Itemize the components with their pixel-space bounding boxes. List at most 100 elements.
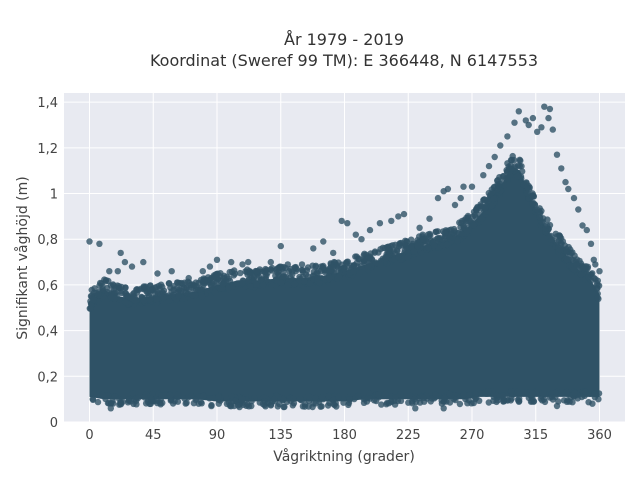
data-point <box>553 402 561 410</box>
data-point <box>169 400 177 407</box>
data-point <box>121 258 129 266</box>
data-point <box>426 215 433 222</box>
data-point <box>93 289 100 297</box>
data-point <box>271 395 278 403</box>
y-axis-label: Signifikant våghöjd (m) <box>14 176 31 339</box>
data-point <box>499 392 507 399</box>
chart-title-line2: Koordinat (Sweref 99 TM): E 366448, N 61… <box>150 51 538 70</box>
data-point <box>238 396 246 404</box>
data-point <box>156 399 164 407</box>
data-point <box>341 265 348 272</box>
data-point <box>153 296 160 303</box>
data-point <box>278 279 285 286</box>
data-point <box>464 400 471 407</box>
x-tick-label: 225 <box>396 428 421 443</box>
data-point <box>378 401 385 408</box>
data-point <box>127 398 135 405</box>
data-point <box>470 221 478 229</box>
data-point <box>280 396 287 403</box>
data-point <box>563 246 570 253</box>
data-point <box>346 396 353 403</box>
data-point <box>99 391 106 399</box>
data-point <box>477 201 484 208</box>
data-point <box>508 388 515 395</box>
data-point <box>327 260 334 267</box>
data-point <box>541 103 548 110</box>
data-point <box>175 292 182 299</box>
data-point <box>140 283 148 290</box>
data-point <box>99 286 107 293</box>
data-point <box>301 278 308 285</box>
data-point <box>588 271 595 278</box>
data-point <box>189 291 196 299</box>
data-point <box>229 283 236 290</box>
data-point <box>430 242 438 249</box>
data-point <box>419 235 427 243</box>
data-point <box>122 299 129 306</box>
data-point <box>247 283 254 290</box>
data-point <box>416 224 423 231</box>
data-point <box>186 286 193 293</box>
data-point <box>376 220 384 227</box>
y-tick-label: 0 <box>50 416 58 431</box>
data-point <box>256 399 263 406</box>
data-point <box>514 388 521 396</box>
data-point <box>114 268 122 275</box>
data-point <box>235 402 242 409</box>
data-point <box>560 397 568 404</box>
data-point <box>481 204 489 212</box>
data-point <box>185 274 192 282</box>
data-point <box>497 142 504 149</box>
data-point <box>284 281 291 289</box>
data-point <box>118 289 125 297</box>
data-point <box>159 283 166 291</box>
data-point <box>400 210 408 218</box>
data-point <box>330 249 337 257</box>
x-tick-label: 135 <box>268 428 293 443</box>
data-point <box>133 401 140 408</box>
data-point <box>412 405 419 412</box>
data-point <box>587 240 595 247</box>
x-tick-label: 315 <box>523 428 548 443</box>
data-point <box>442 230 449 238</box>
data-point <box>223 400 231 408</box>
data-point <box>140 258 147 266</box>
data-point <box>534 128 541 135</box>
data-point <box>196 286 204 293</box>
data-point <box>432 391 439 398</box>
data-point <box>556 233 564 241</box>
data-point <box>151 284 159 292</box>
data-point <box>451 201 459 209</box>
data-point <box>208 282 215 290</box>
data-point <box>516 162 523 170</box>
data-point <box>389 242 396 249</box>
data-point <box>318 394 326 401</box>
data-point <box>298 261 306 268</box>
data-point <box>509 152 516 160</box>
data-point <box>565 185 572 193</box>
data-point <box>582 388 589 395</box>
data-point <box>87 305 94 312</box>
data-point <box>94 398 102 406</box>
y-tick-label: 0,4 <box>37 325 58 340</box>
data-point <box>592 261 599 268</box>
data-point <box>366 390 373 397</box>
data-point <box>208 401 215 409</box>
data-point <box>96 240 103 247</box>
data-point <box>352 231 359 238</box>
data-point <box>273 266 280 273</box>
data-point <box>524 189 531 197</box>
data-point <box>305 393 312 400</box>
data-point <box>408 243 415 251</box>
data-point <box>310 245 317 252</box>
data-point <box>213 279 220 286</box>
data-point <box>122 284 129 291</box>
data-point <box>570 194 578 202</box>
data-point <box>253 281 260 288</box>
data-point <box>580 265 587 272</box>
y-tick-label: 0,6 <box>37 279 58 294</box>
data-point <box>358 236 365 243</box>
data-point <box>364 263 372 270</box>
data-point <box>460 391 468 398</box>
